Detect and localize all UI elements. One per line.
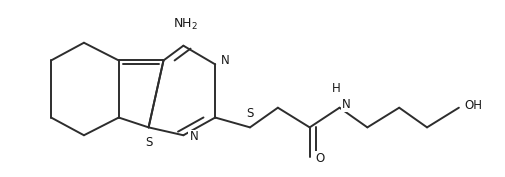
Text: S: S <box>246 107 253 120</box>
Text: NH$_2$: NH$_2$ <box>173 17 198 32</box>
Text: N: N <box>189 130 198 144</box>
Text: OH: OH <box>463 99 481 112</box>
Text: O: O <box>315 152 324 165</box>
Text: N: N <box>221 54 230 67</box>
Text: N: N <box>341 98 350 111</box>
Text: S: S <box>144 136 152 149</box>
Text: H: H <box>331 82 340 95</box>
